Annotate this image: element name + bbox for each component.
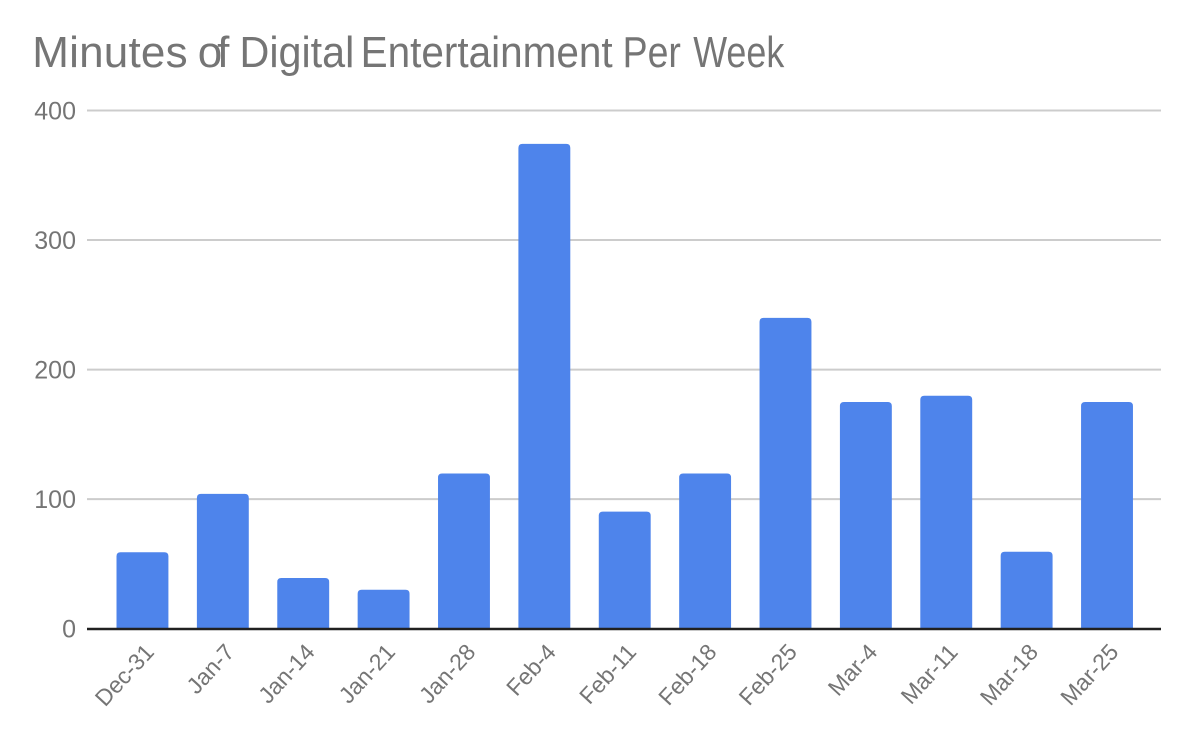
- svg-text:300: 300: [34, 227, 76, 255]
- svg-text:0: 0: [62, 616, 76, 644]
- svg-text:400: 400: [34, 97, 76, 125]
- svg-text:200: 200: [34, 357, 76, 385]
- svg-text:100: 100: [34, 486, 76, 514]
